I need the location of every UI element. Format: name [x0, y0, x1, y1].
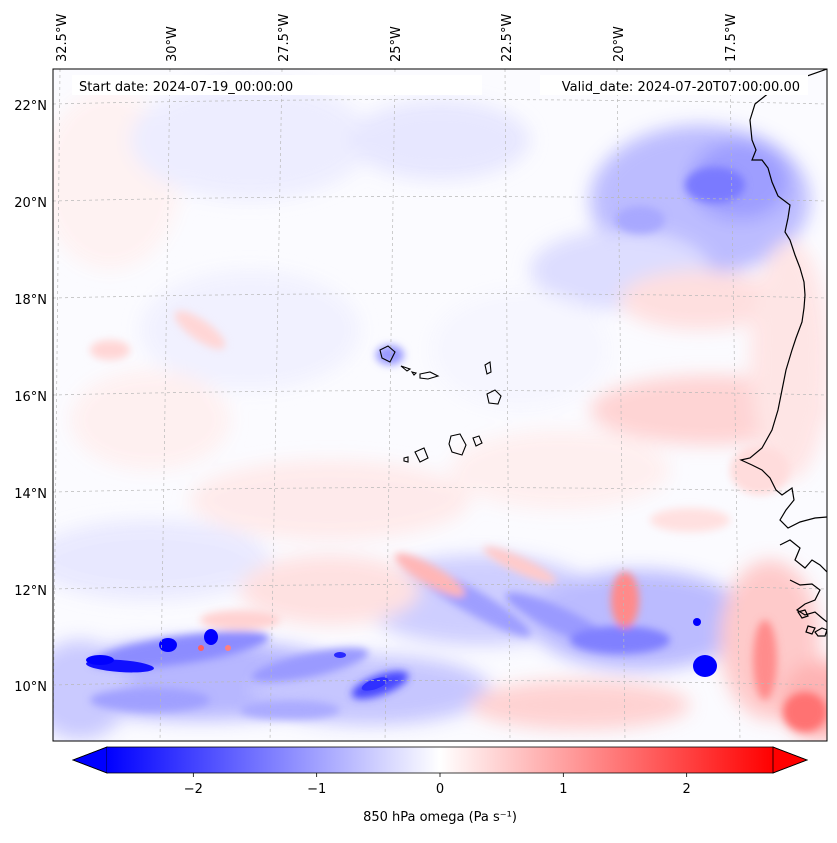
lon-tick-label: 27.5°W — [277, 14, 292, 62]
colorbar: −2 −1 0 1 2 850 hPa omega (Pa s⁻¹) — [71, 746, 809, 825]
colorbar-body — [107, 747, 773, 773]
start-date-label: Start date: 2024-07-19_00:00:00 — [79, 80, 293, 95]
lon-tick-label: 32.5°W — [55, 14, 70, 62]
colorbar-tick-label: 2 — [683, 782, 691, 797]
lat-tick-label: 12°N — [14, 584, 47, 599]
colorbar-tick-label: −1 — [307, 782, 326, 797]
valid-date-box — [540, 75, 808, 95]
lat-tick-label: 18°N — [14, 293, 47, 308]
omega-field-detail — [90, 167, 827, 732]
latitude-tick-labels: 22°N 20°N 18°N 16°N 14°N 12°N 10°N — [14, 99, 47, 695]
colorbar-extend-high — [772, 746, 809, 774]
lat-tick-label: 16°N — [14, 390, 47, 405]
colorbar-tick-label: 1 — [559, 782, 567, 797]
lon-tick-label: 20°W — [612, 26, 627, 62]
colorbar-tick-label: 0 — [436, 782, 444, 797]
lon-tick-label: 30°W — [165, 26, 180, 62]
colorbar-extend-low — [71, 746, 108, 774]
lat-tick-label: 14°N — [14, 487, 47, 502]
lat-tick-label: 22°N — [14, 99, 47, 114]
map-area: Start date: 2024-07-19_00:00:00 Valid_da… — [53, 69, 827, 741]
lon-tick-label: 17.5°W — [724, 14, 739, 62]
colorbar-ticks: −2 −1 0 1 2 — [184, 773, 691, 797]
start-date-box — [72, 75, 482, 95]
cape-verde-islands — [379, 345, 502, 463]
lat-tick-label: 20°N — [14, 196, 47, 211]
lat-tick-label: 10°N — [14, 680, 47, 695]
longitude-tick-labels: 32.5°W 30°W 27.5°W 25°W 22.5°W 20°W 17.5… — [55, 14, 739, 62]
map-frame — [52, 68, 828, 742]
lon-tick-label: 25°W — [389, 26, 404, 62]
colorbar-outline — [71, 746, 809, 774]
coastline — [739, 69, 827, 637]
gridlines — [53, 69, 827, 741]
omega-strong-cores — [86, 618, 717, 691]
lon-tick-label: 22.5°W — [500, 14, 515, 62]
colorbar-tick-label: −2 — [184, 782, 203, 797]
valid-date-label: Valid_date: 2024-07-20T07:00:00.00 — [562, 80, 800, 95]
colorbar-label: 850 hPa omega (Pa s⁻¹) — [363, 810, 517, 825]
